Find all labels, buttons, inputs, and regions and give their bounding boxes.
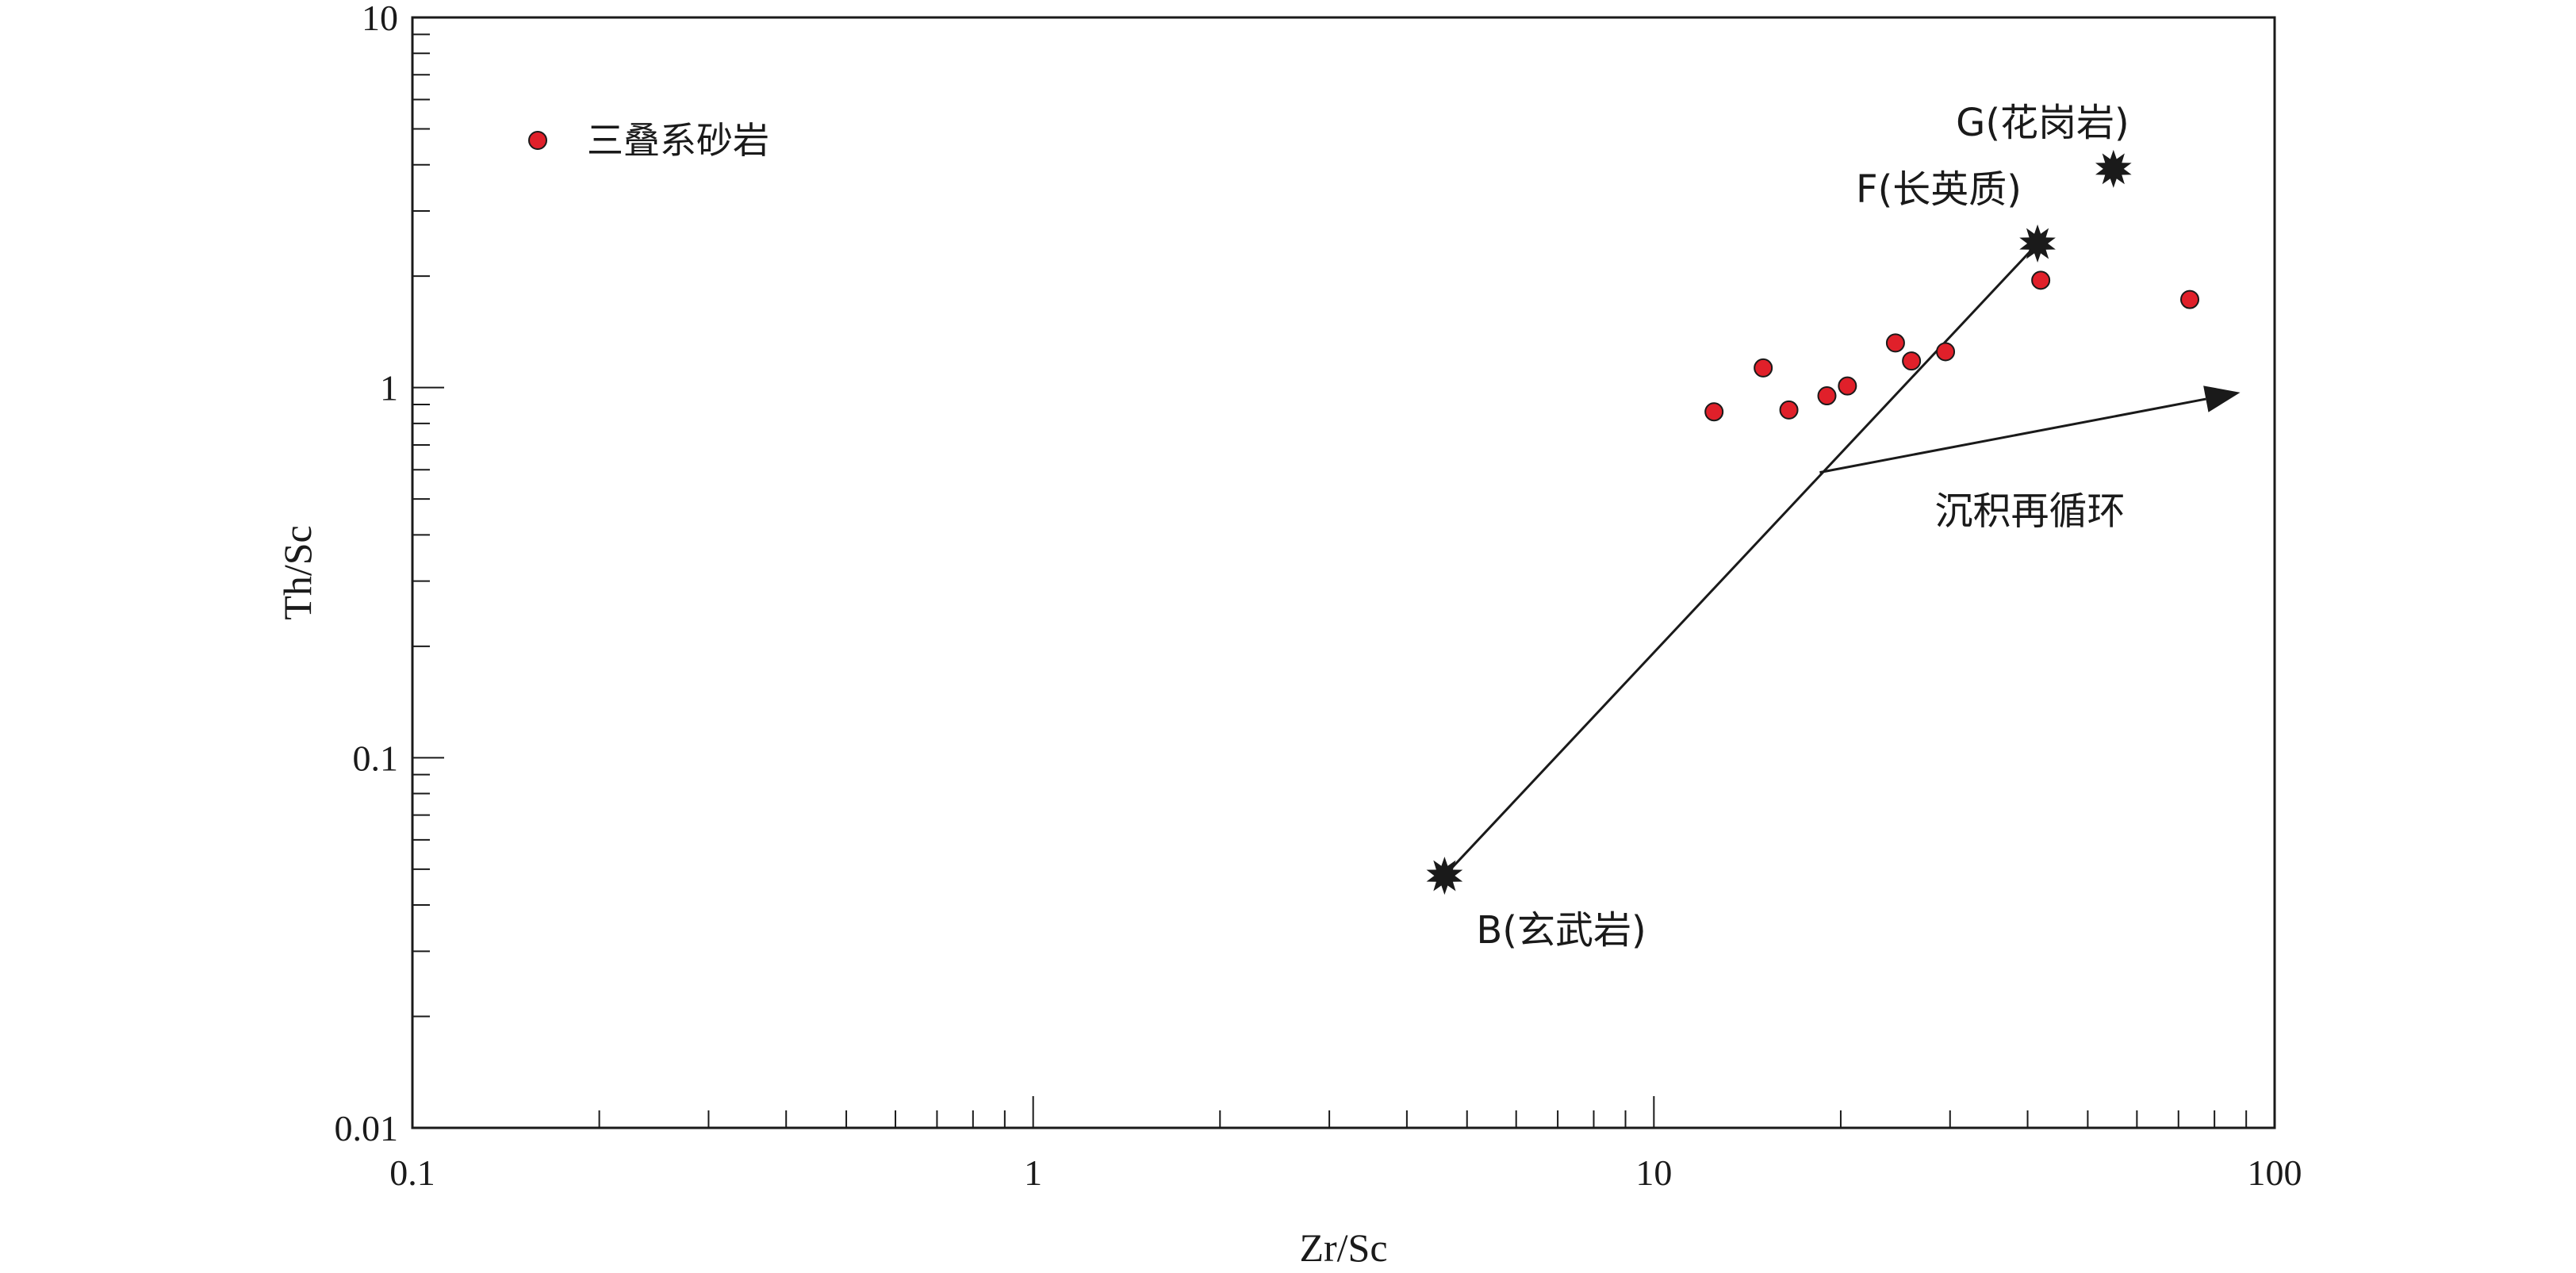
x-tick-label: 0.1 — [389, 1152, 435, 1193]
x-tick-label: 100 — [2248, 1152, 2302, 1193]
x-axis-tick-labels: 0.1 1 10 100 — [389, 1152, 2302, 1193]
y-tick-label: 10 — [362, 0, 398, 38]
data-point — [2031, 270, 2051, 290]
star-marker-icon — [2019, 224, 2056, 263]
data-point — [1704, 402, 1724, 422]
legend-marker — [528, 131, 547, 150]
data-point — [1779, 400, 1799, 420]
y-axis-ticks — [412, 33, 444, 1018]
arrow-head-icon — [2203, 385, 2241, 412]
reference-point-label: F(长英质) — [1856, 167, 2022, 212]
legend-label: 三叠系砂岩 — [587, 119, 769, 162]
star-marker-icon — [1426, 857, 1463, 895]
recycling-trend-line — [1819, 397, 2206, 474]
reference-point-label: G(花岗岩) — [1956, 101, 2129, 145]
data-point — [1817, 386, 1837, 406]
x-tick-label: 1 — [1024, 1152, 1042, 1193]
y-tick-label: 0.01 — [335, 1108, 399, 1148]
data-point — [2180, 289, 2200, 309]
star-marker-icon — [2095, 149, 2132, 188]
data-point — [1885, 333, 1905, 353]
y-axis-title: Th/Sc — [275, 525, 320, 619]
data-point — [1902, 351, 1922, 371]
x-axis-title: Zr/Sc — [1299, 1225, 1387, 1270]
reference-points: B(玄武岩) F(长英质) G(花岗岩) — [1426, 101, 2132, 953]
mixing-trend-line — [1443, 243, 2039, 877]
y-axis-tick-labels: 0.01 0.1 1 10 — [335, 0, 399, 1148]
reference-point-label: B(玄武岩) — [1476, 908, 1646, 953]
data-point — [1838, 376, 1857, 396]
data-points — [1704, 270, 2200, 422]
trend-line-label: 沉积再循环 — [1934, 489, 2125, 534]
plot-frame — [411, 16, 2276, 1129]
legend: 三叠系砂岩 — [528, 119, 769, 162]
y-tick-label: 0.1 — [353, 738, 399, 778]
trend-lines: 沉积再循环 — [1443, 243, 2241, 877]
y-tick-label: 1 — [380, 368, 398, 408]
x-tick-label: 10 — [1635, 1152, 1672, 1193]
data-point — [1936, 342, 1956, 362]
x-axis-ticks — [598, 1096, 2248, 1128]
data-point — [1754, 358, 1773, 378]
